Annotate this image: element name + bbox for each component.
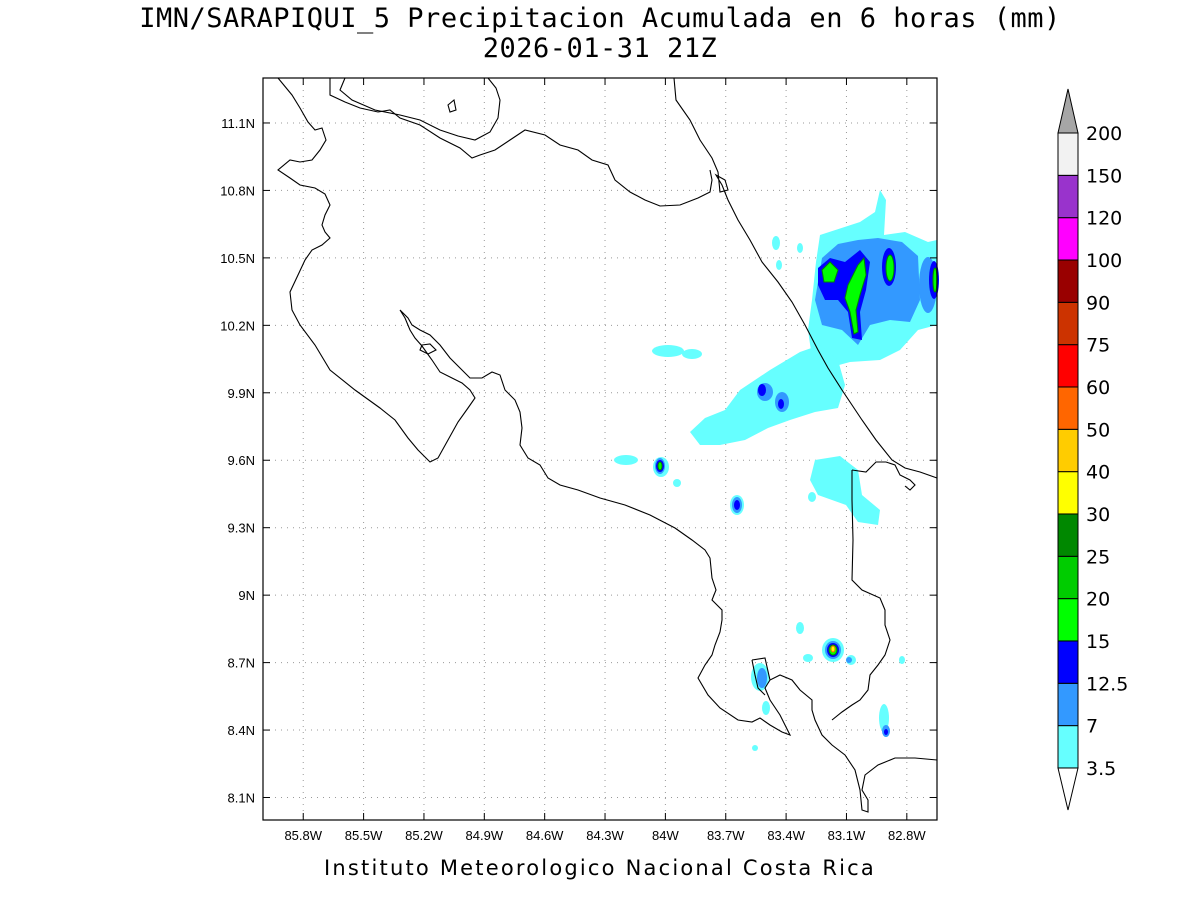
colorbar-label: 150	[1086, 165, 1122, 187]
lat-tick-label: 8.7N	[228, 656, 255, 671]
map-frame	[262, 77, 938, 821]
lat-tick-label: 10.5N	[220, 251, 255, 266]
colorbar-label: 25	[1086, 546, 1110, 568]
precipitation-field-20mm	[657, 254, 938, 656]
lat-tick-label: 9.9N	[228, 386, 255, 401]
lat-tick-label: 8.4N	[228, 723, 255, 738]
lon-tick-label: 85.8W	[284, 828, 322, 843]
lat-tick-label: 9.6N	[228, 453, 255, 468]
colorbar-swatch	[1057, 301, 1079, 346]
precipitation-field-40mm	[830, 645, 836, 653]
colorbar-label: 40	[1086, 462, 1110, 484]
lon-tick-label: 83.4W	[767, 828, 805, 843]
colorbar-label: 100	[1086, 250, 1122, 272]
map-subtitle: 2026-01-31 21Z	[482, 33, 718, 64]
colorbar-swatch	[1057, 386, 1079, 430]
colorbar-under-arrow	[1057, 767, 1079, 811]
colorbar-swatch	[1057, 555, 1079, 600]
lat-tick-label: 10.8N	[220, 183, 255, 198]
lat-tick-label: 10.2N	[220, 318, 255, 333]
colorbar-label: 30	[1086, 504, 1110, 526]
gridlines	[263, 78, 937, 820]
lon-tick-label: 83.7W	[707, 828, 745, 843]
colorbar-swatch	[1057, 428, 1079, 473]
colorbar-label: 15	[1086, 631, 1110, 653]
colorbar-label: 7	[1086, 716, 1098, 738]
colorbar-label: 200	[1086, 123, 1122, 145]
longitude-axis: 85.8W 85.5W 85.2W 84.9W 84.6W 84.3W 84W 83.7W 83…	[284, 78, 926, 843]
lon-tick-label: 84.3W	[586, 828, 624, 843]
lon-tick-label: 84.6W	[526, 828, 564, 843]
colorbar-label: 50	[1086, 419, 1110, 441]
colorbar-swatch	[1057, 259, 1079, 303]
colorbar-swatch	[1057, 598, 1079, 642]
colorbar-label: 20	[1086, 589, 1110, 611]
colorbar-swatch	[1057, 513, 1079, 557]
colorbar-label: 3.5	[1086, 758, 1116, 780]
lon-tick-label: 83.1W	[828, 828, 866, 843]
colorbar-label: 12.5	[1086, 673, 1128, 695]
colorbar-label: 60	[1086, 377, 1110, 399]
lon-tick-label: 82.8W	[888, 828, 926, 843]
lat-tick-label: 9N	[238, 588, 255, 603]
colorbar-swatch	[1057, 471, 1079, 515]
lon-tick-label: 85.5W	[345, 828, 383, 843]
colorbar-swatch	[1057, 682, 1079, 727]
colorbar-swatch	[1057, 640, 1079, 684]
colorbar-label: 75	[1086, 335, 1110, 357]
colorbar-swatch	[1057, 132, 1079, 176]
colorbar-label: 90	[1086, 292, 1110, 314]
colorbar-label: 120	[1086, 208, 1122, 230]
lon-tick-label: 84W	[652, 828, 679, 843]
map-plot-area	[263, 78, 937, 820]
lon-tick-label: 85.2W	[405, 828, 443, 843]
map-title: IMN/SARAPIQUI_5 Precipitacion Acumulada …	[139, 3, 1061, 34]
colorbar-swatch	[1057, 174, 1079, 219]
colorbar-swatch	[1057, 217, 1079, 261]
institution-credit: Instituto Meteorologico Nacional Costa R…	[324, 856, 876, 880]
lat-tick-label: 8.1N	[228, 791, 255, 806]
lon-tick-label: 84.9W	[466, 828, 504, 843]
lat-tick-label: 9.3N	[228, 521, 255, 536]
lat-tick-label: 11.1N	[221, 116, 255, 131]
precipitation-colorbar: 3.5 7 12.5 15 20 25 30 40 50 60 75 90 100 120 150 200	[1057, 88, 1128, 811]
colorbar-swatch	[1057, 344, 1079, 388]
latitude-axis: 11.1N 10.8N 10.5N 10.2N 9.9N 9.6N 9.3N 9N 8.7N 8.…	[220, 116, 937, 806]
colorbar-over-arrow	[1057, 88, 1079, 134]
coastlines-borders	[277, 77, 938, 813]
colorbar-swatch	[1057, 725, 1079, 769]
